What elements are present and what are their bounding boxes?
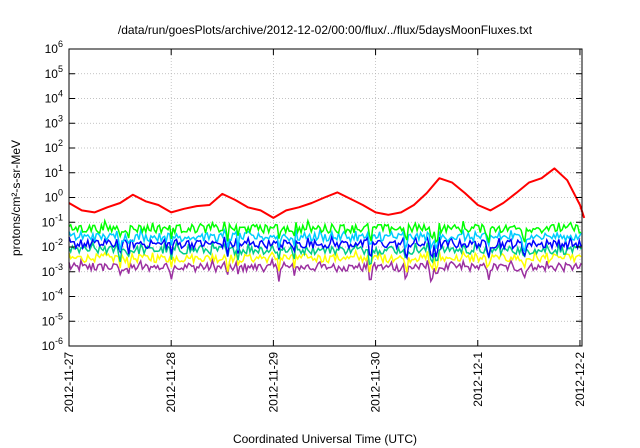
x-axis-label: Coordinated Universal Time (UTC) xyxy=(233,432,417,446)
x-tick-label: 2012-12-1 xyxy=(471,352,485,407)
y-tick-label: 10-1 xyxy=(42,212,63,229)
x-tick-label: 2012-11-27 xyxy=(62,352,76,413)
flux-channel-line xyxy=(68,218,582,244)
x-tick-label: 2012-12-2 xyxy=(573,352,587,407)
y-tick-label: 104 xyxy=(45,89,63,106)
y-tick-label: 10-4 xyxy=(42,287,63,304)
x-tick-label: 2012-11-30 xyxy=(369,352,383,413)
y-tick-label: 10-5 xyxy=(42,311,63,328)
y-axis-label: protons/cm²-s-sr-MeV xyxy=(9,140,23,256)
axis-ticks xyxy=(68,48,582,347)
chart-title: /data/run/goesPlots/archive/2012-12-02/0… xyxy=(118,23,533,37)
y-tick-label: 10-6 xyxy=(42,336,63,353)
y-tick-label: 101 xyxy=(45,163,63,180)
flux-channel-line xyxy=(68,233,582,261)
flux-channel-line xyxy=(68,256,582,284)
flux-channel-line xyxy=(68,239,582,266)
flux-channel-line xyxy=(68,227,582,254)
y-tick-labels: 10-6 10-5 10-4 10-3 10-2 10-1 100 101 102 103 104 1… xyxy=(42,39,63,353)
x-tick-labels: 2012-11-27 2012-11-28 2012-11-29 2012-11-30… xyxy=(62,352,587,413)
flux-channel-line xyxy=(68,248,582,273)
plot-series xyxy=(68,167,586,284)
series-line xyxy=(68,167,586,219)
y-tick-label: 106 xyxy=(45,39,63,56)
y-tick-label: 10-3 xyxy=(42,262,63,279)
x-tick-label: 2012-11-28 xyxy=(164,352,178,413)
y-tick-label: 103 xyxy=(45,113,63,130)
y-tick-label: 100 xyxy=(45,188,63,205)
y-tick-label: 10-2 xyxy=(42,237,63,254)
y-tick-label: 102 xyxy=(45,138,63,155)
y-tick-label: 105 xyxy=(45,64,63,81)
x-tick-label: 2012-11-29 xyxy=(266,352,280,413)
